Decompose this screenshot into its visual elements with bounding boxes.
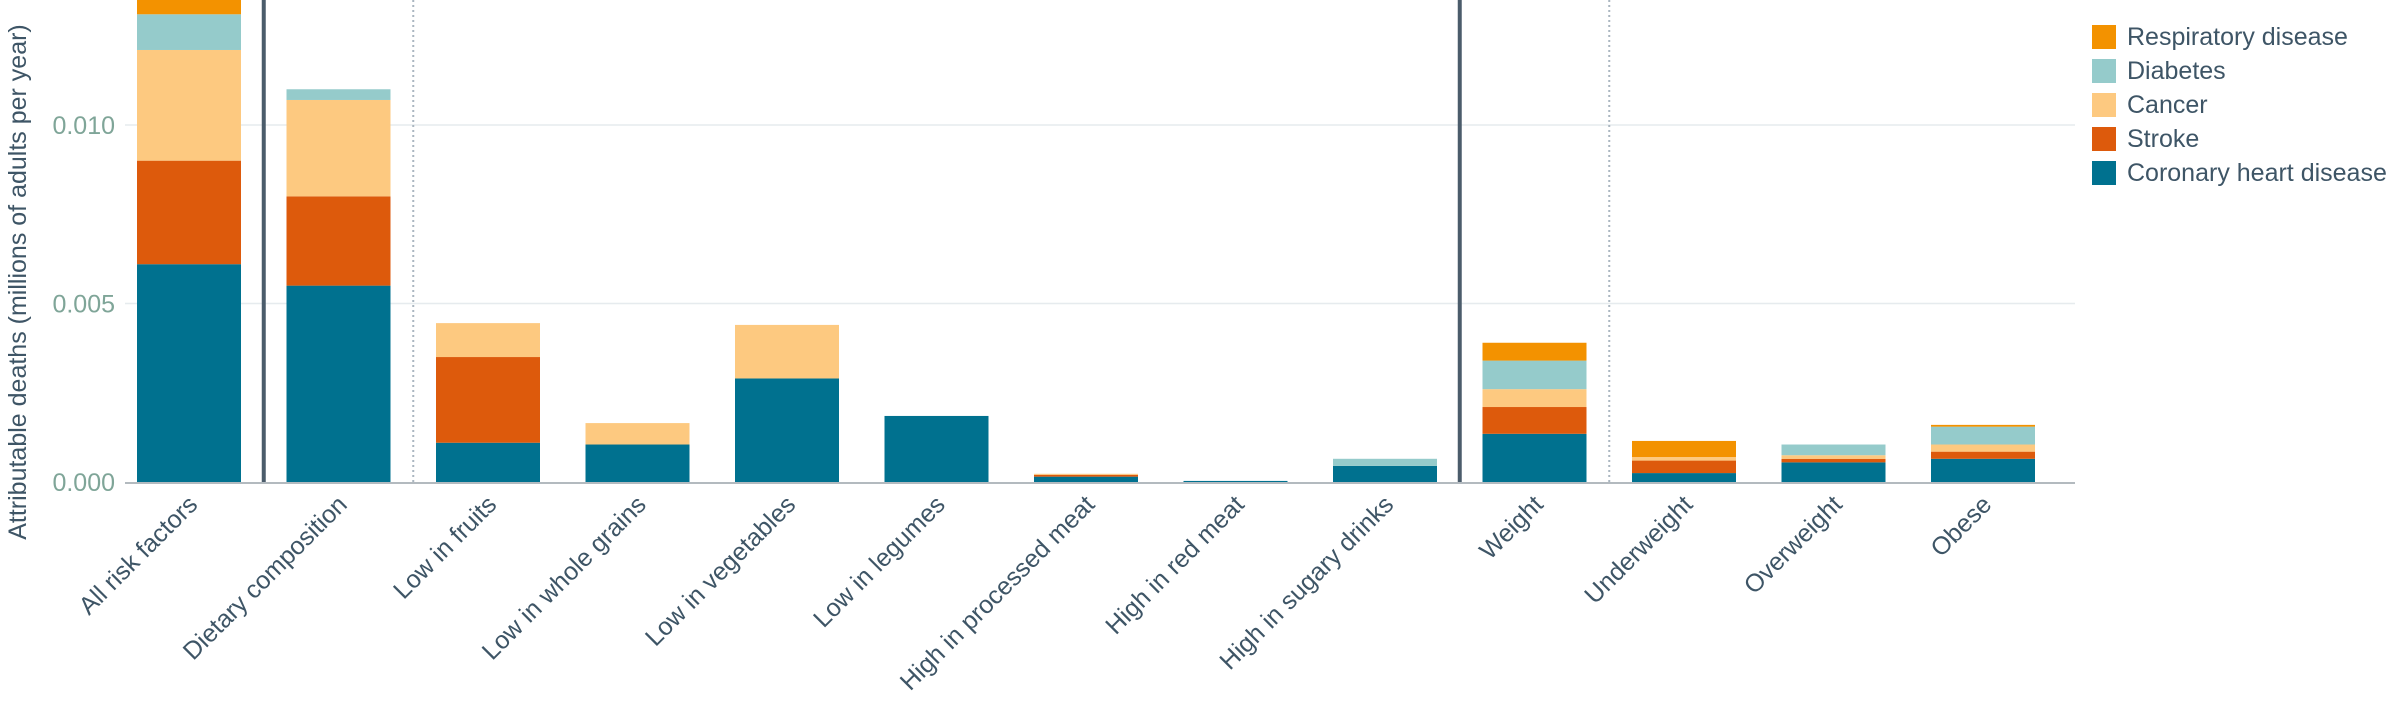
bar-segment[interactable] [436, 357, 540, 443]
x-tick-label: High in sugary drinks [1214, 490, 1399, 675]
separator-layer [261, 0, 1611, 482]
bar-segment[interactable] [137, 49, 241, 161]
bar-segment[interactable] [286, 99, 391, 197]
x-tick-label: All risk factors [73, 490, 203, 620]
bar-segment[interactable] [1482, 407, 1587, 434]
bar-segment[interactable] [1034, 473, 1138, 475]
bar-segment[interactable] [1632, 440, 1736, 458]
x-tick-label: Weight [1474, 490, 1549, 565]
bar-segment[interactable] [1781, 444, 1886, 456]
bar-segment[interactable] [1781, 458, 1886, 463]
legend-label: Diabetes [2127, 56, 2226, 85]
bar-segment[interactable] [1333, 458, 1437, 466]
x-tick-label: High in red meat [1100, 490, 1250, 640]
bar-segment[interactable] [1482, 342, 1587, 361]
bar-segment[interactable] [286, 196, 391, 286]
bar-segment[interactable] [1482, 389, 1587, 408]
bar-segment[interactable] [286, 89, 391, 100]
y-tick-label: 0.000 [52, 469, 115, 497]
x-tick-label: Low in fruits [388, 490, 502, 604]
legend-item[interactable]: Coronary heart disease [2092, 156, 2387, 190]
x-tick-label: Low in legumes [808, 490, 951, 633]
bar-segment[interactable] [1931, 451, 2035, 459]
bar-segment[interactable] [436, 323, 540, 358]
bar-segment[interactable] [735, 324, 839, 379]
y-tick-label: 0.010 [52, 112, 115, 140]
grid-layer [125, 124, 2075, 305]
legend-swatch [2092, 127, 2116, 151]
bar-segment[interactable] [1482, 433, 1587, 482]
y-tick-label: 0.005 [52, 290, 115, 318]
x-tick-label: Dietary composition [178, 490, 353, 665]
legend-label: Respiratory disease [2127, 22, 2348, 51]
legend-swatch [2092, 25, 2116, 49]
y-axis-label: Attributable deaths (millions of adults … [4, 24, 32, 540]
bar-segment[interactable] [735, 378, 839, 482]
legend-item[interactable]: Diabetes [2092, 54, 2387, 88]
bar-segment[interactable] [436, 442, 540, 482]
legend: Respiratory disease Diabetes Cancer Stroke C… [2092, 20, 2387, 190]
legend-label: Coronary heart disease [2127, 158, 2387, 187]
bar-segment[interactable] [137, 264, 241, 482]
legend-swatch [2092, 59, 2116, 83]
bar-segment[interactable] [1931, 444, 2035, 452]
bar-segment[interactable] [1632, 460, 1736, 474]
legend-swatch [2092, 161, 2116, 185]
bar-segment[interactable] [1034, 476, 1138, 482]
legend-item[interactable]: Cancer [2092, 88, 2387, 122]
x-tick-label: Overweight [1739, 490, 1848, 599]
x-tick-label: Underweight [1579, 490, 1698, 609]
bar-segment[interactable] [1034, 474, 1138, 477]
bar-segment[interactable] [1183, 480, 1288, 482]
bar-segment[interactable] [1482, 360, 1587, 390]
bar-segment[interactable] [1333, 465, 1437, 482]
x-tick-label: Low in vegetables [640, 490, 801, 651]
bar-segment[interactable] [1931, 458, 2035, 482]
bar-segment[interactable] [286, 285, 391, 482]
bar-segment[interactable] [585, 423, 690, 445]
legend-item[interactable]: Respiratory disease [2092, 20, 2387, 54]
legend-item[interactable]: Stroke [2092, 122, 2387, 156]
bar-segment[interactable] [137, 14, 241, 50]
bar-segment[interactable] [1781, 462, 1886, 482]
legend-label: Stroke [2127, 124, 2200, 153]
bar-layer [137, 0, 2035, 482]
bar-segment[interactable] [1632, 457, 1736, 461]
legend-swatch [2092, 93, 2116, 117]
x-tick-label: Obese [1925, 490, 1997, 562]
bar-segment[interactable] [137, 0, 241, 15]
bar-segment[interactable] [884, 415, 989, 482]
bar-segment[interactable] [1931, 424, 2035, 427]
bar-segment[interactable] [1931, 426, 2035, 445]
bar-segment[interactable] [585, 444, 690, 482]
bar-segment[interactable] [137, 160, 241, 265]
bar-segment[interactable] [1632, 473, 1736, 482]
x-tick-label: Low in whole grains [477, 490, 652, 665]
bar-segment[interactable] [1781, 455, 1886, 459]
legend-label: Cancer [2127, 90, 2208, 119]
